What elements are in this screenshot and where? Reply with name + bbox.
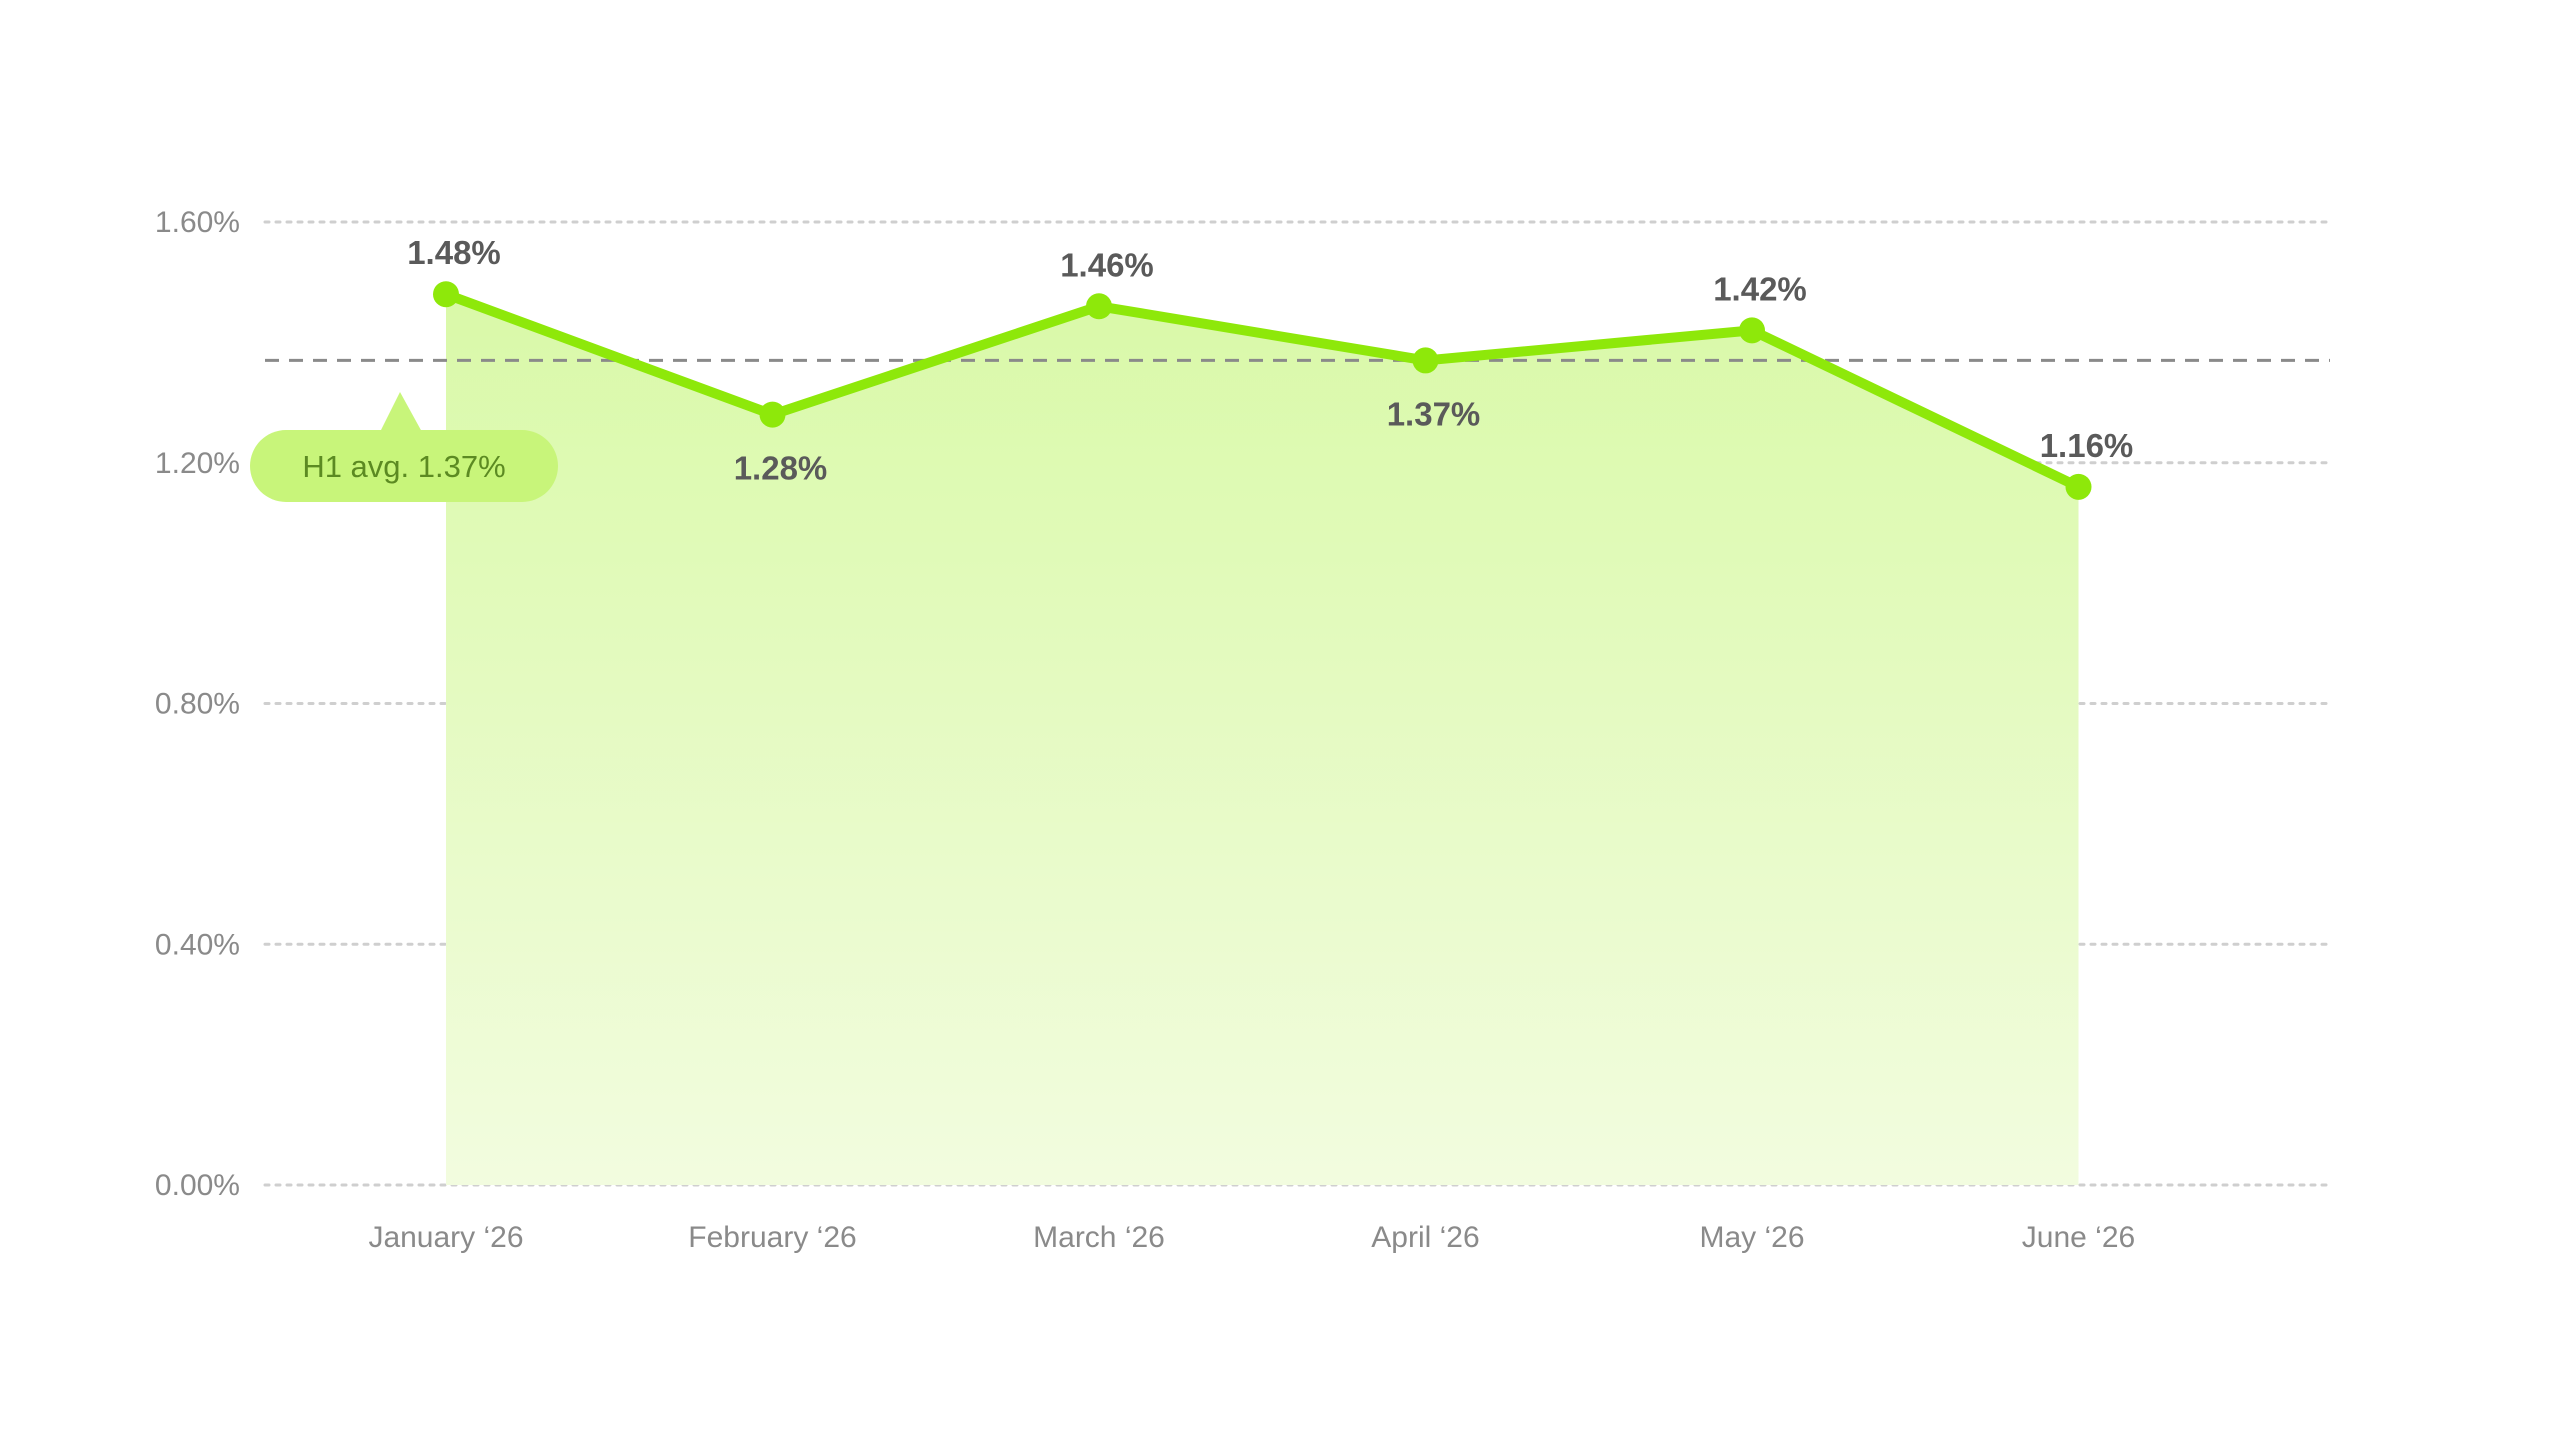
data-label: 1.37% <box>1387 395 1481 432</box>
data-label: 1.16% <box>2040 427 2134 464</box>
y-tick-label: 1.60% <box>155 206 240 239</box>
x-tick-label: February ‘26 <box>688 1221 856 1254</box>
data-point <box>1086 293 1112 320</box>
average-badge-pointer <box>380 392 422 432</box>
y-tick-label: 0.80% <box>155 688 240 721</box>
y-tick-label: 0.00% <box>155 1169 240 1202</box>
data-labels-layer: 1.48% 1.28% 1.46% 1.37% 1.42% 1.16% <box>407 234 2133 486</box>
series-line <box>441 289 2084 492</box>
x-tick-label: April ‘26 <box>1371 1221 1479 1254</box>
data-point <box>2065 473 2092 500</box>
average-badge: H1 avg. 1.37% <box>250 392 558 502</box>
series-line-layer <box>441 289 2084 492</box>
average-badge-label: H1 avg. 1.37% <box>302 449 505 484</box>
x-axis-ticks: January ‘26 February ‘26 March ‘26 April ‘2… <box>368 1221 2135 1254</box>
data-point <box>433 281 459 308</box>
data-label: 1.42% <box>1713 270 1807 307</box>
data-label: 1.28% <box>734 450 828 487</box>
area-fill-layer <box>446 294 2079 1186</box>
data-point <box>1412 347 1439 374</box>
data-label: 1.48% <box>407 234 501 271</box>
data-point <box>759 401 786 428</box>
data-label: 1.46% <box>1060 246 1154 283</box>
x-tick-label: May ‘26 <box>1699 1221 1804 1254</box>
y-axis-ticks: 0.00% 0.40% 0.80% 1.20% 1.60% <box>155 206 240 1202</box>
y-tick-label: 0.40% <box>155 928 240 961</box>
x-tick-label: March ‘26 <box>1033 1221 1165 1254</box>
data-point <box>1739 317 1765 344</box>
y-tick-label: 1.20% <box>155 447 240 480</box>
area-fill <box>446 294 2079 1186</box>
data-points-layer <box>433 281 2092 500</box>
x-tick-label: January ‘26 <box>368 1221 523 1254</box>
x-tick-label: June ‘26 <box>2022 1221 2135 1254</box>
average-badge-background <box>250 430 558 502</box>
